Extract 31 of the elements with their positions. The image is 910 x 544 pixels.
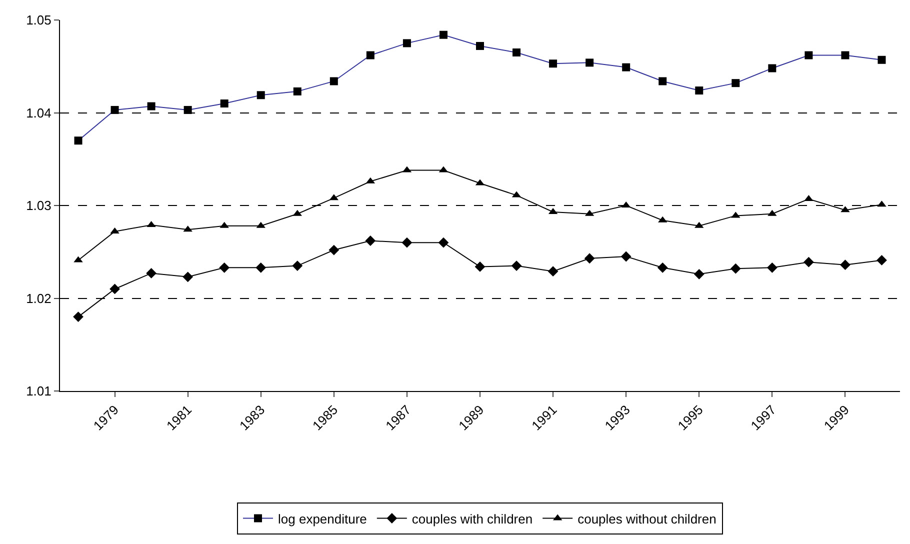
point (766, 262, 778, 273)
point (402, 237, 412, 248)
point (584, 253, 595, 264)
point (657, 262, 668, 273)
y-tick-label: 1.01 (26, 384, 52, 399)
point (110, 284, 120, 294)
point (620, 251, 632, 262)
legend-label: couples with children (412, 511, 533, 526)
point (840, 260, 850, 270)
point (804, 256, 814, 268)
point (694, 268, 704, 280)
point (182, 272, 194, 282)
point (730, 263, 741, 274)
point (256, 262, 266, 273)
y-tick-label: 1.05 (26, 12, 52, 28)
point (146, 268, 156, 278)
y-tick-label: 1.03 (26, 198, 52, 214)
point (219, 262, 230, 273)
point (365, 236, 376, 246)
point (548, 266, 558, 277)
point (876, 255, 887, 266)
point (511, 260, 522, 271)
point (328, 244, 340, 256)
point (438, 237, 449, 248)
point (292, 260, 303, 271)
point (73, 312, 84, 322)
legend-label: couples without children (578, 511, 716, 526)
point (474, 262, 486, 272)
y-tick-label: 1.02 (26, 290, 52, 306)
legend-label: log expenditure (278, 511, 367, 526)
y-tick-label: 1.04 (26, 105, 52, 120)
